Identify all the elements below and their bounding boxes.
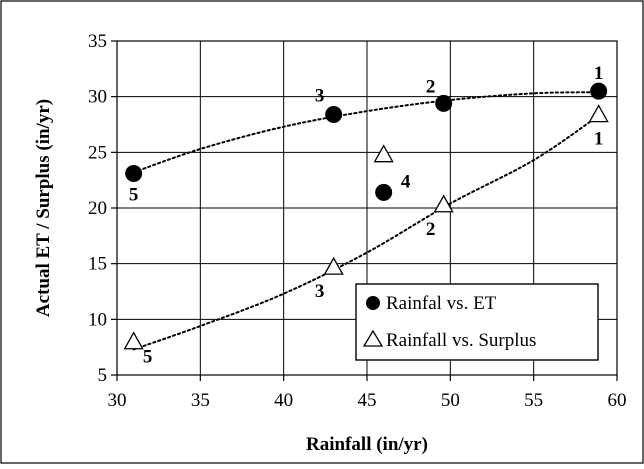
- surplus-point-label: 1: [594, 129, 604, 150]
- et-point-label: 3: [315, 85, 325, 106]
- x-tick-label: 55: [524, 390, 543, 411]
- et-point-label: 4: [401, 171, 411, 192]
- legend-marker-et: [366, 296, 380, 310]
- surplus-point-label: 3: [315, 281, 325, 302]
- y-tick-label: 25: [88, 142, 107, 163]
- surplus-trendline: [132, 114, 600, 351]
- x-tick-label: 30: [108, 390, 127, 411]
- et-point: [325, 105, 343, 123]
- et-point: [590, 82, 608, 100]
- surplus-point: [323, 256, 344, 275]
- surplus-point: [123, 331, 144, 350]
- x-tick-label: 40: [274, 390, 293, 411]
- surplus-point: [373, 144, 394, 163]
- surplus-point: [588, 104, 609, 123]
- et-point-label: 1: [594, 63, 604, 84]
- trendlines: [132, 91, 600, 351]
- surplus-point-label: 2: [426, 219, 436, 240]
- x-tick-label: 45: [358, 390, 377, 411]
- y-tick-label: 20: [88, 198, 107, 219]
- et-point: [435, 94, 453, 112]
- y-tick-label: 30: [88, 87, 107, 108]
- data-points: [123, 82, 609, 350]
- legend-label-et: Rainfal vs. ET: [386, 293, 497, 314]
- y-axis-title: Actual ET / Surplus (in/yr): [33, 99, 54, 317]
- legend-marker-surplus: [362, 329, 384, 347]
- et-point: [125, 164, 143, 182]
- surplus-point: [433, 194, 454, 213]
- y-tick-label: 5: [98, 365, 108, 386]
- et-point-label: 2: [426, 76, 436, 97]
- x-axis-title: Rainfall (in/yr): [306, 434, 428, 455]
- legend-label-surplus: Rainfall vs. Surplus: [386, 330, 536, 351]
- y-tick-label: 15: [88, 254, 107, 275]
- y-tick-label: 10: [88, 309, 107, 330]
- et-point: [375, 183, 393, 201]
- surplus-point-label: 5: [143, 347, 153, 368]
- x-tick-label: 35: [191, 390, 210, 411]
- legend-box: [355, 283, 599, 361]
- x-tick-label: 60: [608, 390, 627, 411]
- point-labels: 1 2 3 4 5 1 2 3 5: [129, 63, 604, 368]
- legend: Rainfal vs. ET Rainfall vs. Surplus: [355, 283, 599, 361]
- x-tick-label: 50: [441, 390, 460, 411]
- et-point-label: 5: [129, 184, 139, 205]
- y-tick-label: 35: [88, 31, 107, 52]
- et-trendline: [132, 91, 600, 174]
